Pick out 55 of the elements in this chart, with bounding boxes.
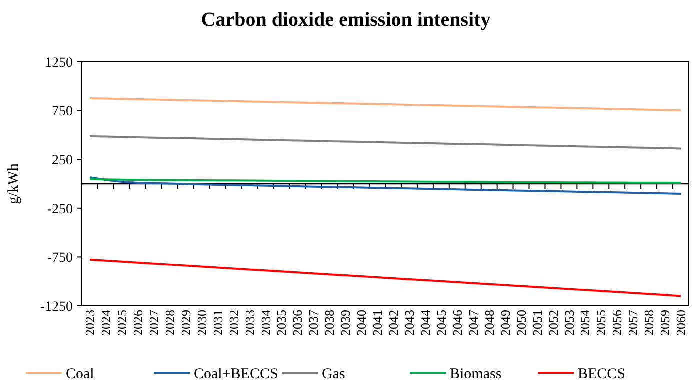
- x-tick-label: 2037: [306, 310, 322, 336]
- chart-title: Carbon dioxide emission intensity: [201, 9, 491, 31]
- x-tick-label: 2054: [578, 310, 593, 336]
- x-tick-label: 2040: [354, 310, 370, 336]
- x-tick-label: 2024: [98, 310, 114, 336]
- x-tick-label: 2048: [482, 310, 497, 336]
- x-tick-label: 2032: [226, 310, 242, 336]
- x-tick-label: 2059: [658, 310, 673, 336]
- x-tick-label: 2058: [642, 310, 657, 336]
- x-tick-label: 2026: [130, 310, 146, 336]
- x-tick-label: 2041: [370, 310, 386, 336]
- x-tick-label: 2047: [466, 310, 481, 336]
- x-tick-label: 2060: [674, 310, 689, 336]
- y-axis-title: g/kWh: [6, 163, 22, 204]
- line-series: [88, 176, 682, 195]
- x-tick-label: 2031: [210, 310, 226, 336]
- x-tick-label: 2027: [146, 310, 162, 336]
- y-tick-label: -750: [47, 251, 73, 266]
- x-tick-label: 2033: [242, 310, 258, 336]
- x-tick-label: 2034: [258, 310, 274, 336]
- x-tick-label: 2023: [82, 310, 98, 336]
- x-tick-label: 2046: [450, 310, 465, 336]
- y-tick-label: 1250: [45, 56, 73, 71]
- x-tick-label: 2050: [514, 310, 529, 336]
- x-tick-label: 2057: [626, 310, 641, 336]
- line-series: [88, 98, 682, 112]
- x-tick-label: 2038: [322, 310, 338, 336]
- x-tick-label: 2042: [386, 310, 402, 336]
- x-tick-label: 2043: [402, 310, 418, 336]
- x-tick-label: 2039: [338, 310, 354, 336]
- y-tick-label: 250: [52, 154, 73, 168]
- legend-label: Coal+BECCS: [194, 366, 278, 382]
- x-tick-label: 2025: [114, 310, 130, 336]
- x-tick-label: 2036: [290, 310, 306, 336]
- x-tick-label: 2035: [274, 310, 290, 336]
- line-series: [88, 258, 682, 298]
- y-tick-label: -1250: [40, 300, 73, 315]
- legend-label: Coal: [66, 366, 94, 382]
- y-tick-label: -250: [47, 202, 73, 218]
- x-tick-label: 2029: [178, 310, 194, 336]
- legend-label: Biomass: [450, 366, 502, 382]
- legend-label: BECCS: [578, 366, 626, 382]
- x-tick-label: 2045: [434, 310, 449, 336]
- x-tick-label: 2051: [530, 310, 545, 336]
- legend-label: Gas: [322, 366, 346, 382]
- x-tick-label: 2028: [162, 310, 178, 336]
- y-tick-label: 750: [52, 104, 73, 120]
- x-tick-label: 2055: [594, 310, 609, 336]
- x-tick-label: 2052: [546, 310, 561, 336]
- x-tick-label: 2030: [194, 310, 210, 336]
- x-tick-label: 2044: [418, 310, 433, 336]
- x-tick-label: 2049: [498, 310, 513, 336]
- line-series: [88, 135, 682, 150]
- x-tick-label: 2056: [610, 310, 625, 336]
- x-tick-label: 2053: [562, 310, 577, 336]
